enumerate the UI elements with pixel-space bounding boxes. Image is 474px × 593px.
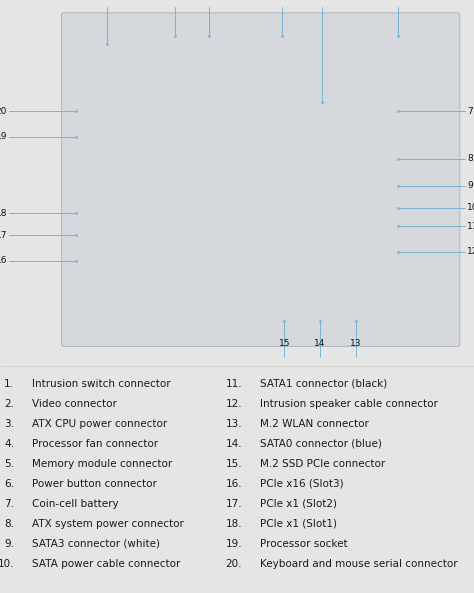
Text: M.2 WLAN connector: M.2 WLAN connector (260, 419, 369, 429)
Text: SATA1 connector (black): SATA1 connector (black) (260, 379, 387, 388)
Text: 8: 8 (467, 154, 473, 163)
Text: Keyboard and mouse serial connector: Keyboard and mouse serial connector (260, 559, 457, 569)
Text: 5.: 5. (4, 459, 14, 469)
Text: PCIe x1 (Slot2): PCIe x1 (Slot2) (260, 499, 337, 509)
Text: 19: 19 (0, 132, 7, 141)
Text: 9.: 9. (4, 539, 14, 549)
Text: 12.: 12. (225, 398, 242, 409)
Text: 8.: 8. (4, 519, 14, 529)
Text: Memory module connector: Memory module connector (32, 459, 172, 469)
Text: Processor fan connector: Processor fan connector (32, 439, 158, 449)
FancyBboxPatch shape (62, 13, 460, 346)
Text: 7.: 7. (4, 499, 14, 509)
Text: 3.: 3. (4, 419, 14, 429)
Text: 2.: 2. (4, 398, 14, 409)
Text: 9: 9 (467, 181, 473, 190)
Text: 20.: 20. (226, 559, 242, 569)
Text: 17.: 17. (225, 499, 242, 509)
Text: 15.: 15. (225, 459, 242, 469)
Text: 10.: 10. (0, 559, 14, 569)
Text: ATX system power connector: ATX system power connector (32, 519, 184, 529)
Text: Processor socket: Processor socket (260, 539, 347, 549)
Text: 4.: 4. (4, 439, 14, 449)
Text: M.2 SSD PCIe connector: M.2 SSD PCIe connector (260, 459, 385, 469)
Text: 11.: 11. (225, 379, 242, 388)
Text: Video connector: Video connector (32, 398, 117, 409)
Text: 10: 10 (467, 203, 474, 212)
Text: Power button connector: Power button connector (32, 479, 157, 489)
Text: SATA3 connector (white): SATA3 connector (white) (32, 539, 160, 549)
Text: Coin-cell battery: Coin-cell battery (32, 499, 118, 509)
Text: 1.: 1. (4, 379, 14, 388)
Text: 7: 7 (467, 107, 473, 116)
Text: 18: 18 (0, 209, 7, 218)
Text: PCIe x1 (Slot1): PCIe x1 (Slot1) (260, 519, 337, 529)
Text: 11: 11 (467, 222, 474, 231)
Text: PCIe x16 (Slot3): PCIe x16 (Slot3) (260, 479, 344, 489)
Text: SATA0 connector (blue): SATA0 connector (blue) (260, 439, 382, 449)
Text: 6.: 6. (4, 479, 14, 489)
Text: 15: 15 (279, 339, 290, 348)
Text: 20: 20 (0, 107, 7, 116)
Text: Intrusion switch connector: Intrusion switch connector (32, 379, 171, 388)
Text: 19.: 19. (225, 539, 242, 549)
Text: 13: 13 (350, 339, 361, 348)
Text: 12: 12 (467, 247, 474, 256)
Text: 16: 16 (0, 256, 7, 265)
Text: SATA power cable connector: SATA power cable connector (32, 559, 181, 569)
Text: 17: 17 (0, 231, 7, 240)
Text: 14.: 14. (225, 439, 242, 449)
Text: 14: 14 (314, 339, 326, 348)
Text: 18.: 18. (225, 519, 242, 529)
Text: Intrusion speaker cable connector: Intrusion speaker cable connector (260, 398, 438, 409)
Text: ATX CPU power connector: ATX CPU power connector (32, 419, 167, 429)
Text: 16.: 16. (225, 479, 242, 489)
Text: 13.: 13. (225, 419, 242, 429)
